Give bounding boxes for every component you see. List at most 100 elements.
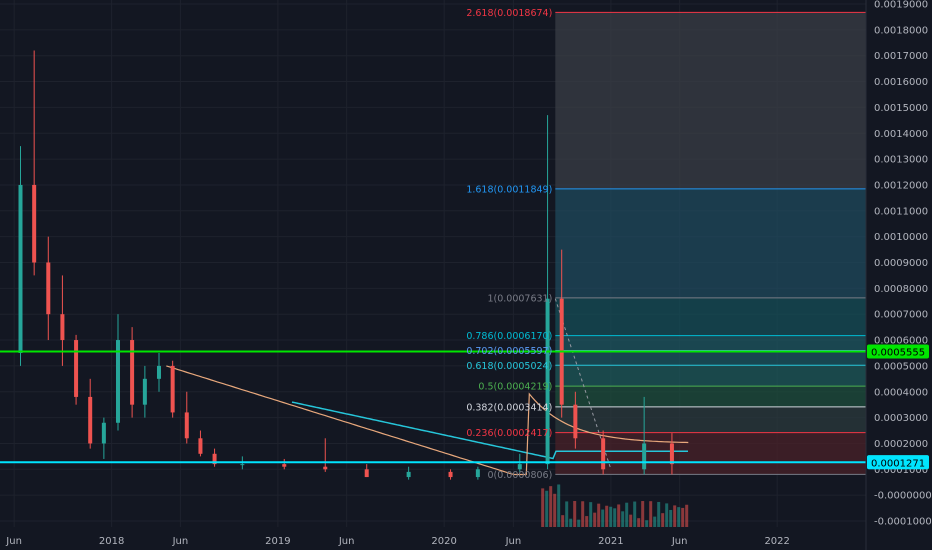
fib-zone bbox=[555, 365, 866, 387]
candle-body bbox=[46, 262, 51, 315]
candle-body bbox=[448, 471, 453, 478]
x-tick-label: 2020 bbox=[431, 536, 456, 547]
fib-label-0: 0(0.0000806) bbox=[487, 470, 552, 481]
fib-zone bbox=[555, 12, 866, 189]
x-tick-label: 2019 bbox=[265, 536, 290, 547]
x-tick-label: Jun bbox=[5, 536, 22, 547]
x-tick-label: 2021 bbox=[598, 536, 623, 547]
fib-zone bbox=[555, 406, 866, 433]
candle-body bbox=[115, 340, 120, 423]
candle-body bbox=[88, 396, 93, 444]
y-tick-label: 0.0018000 bbox=[874, 25, 928, 36]
candle-body bbox=[323, 466, 328, 470]
x-tick-label: Jun bbox=[671, 536, 688, 547]
fib-label-0-236: 0.236(0.0002417) bbox=[466, 428, 552, 439]
volume-bar bbox=[673, 505, 677, 527]
candle-body bbox=[184, 412, 189, 439]
price-badge-label: 0.0005555 bbox=[871, 348, 925, 359]
candle-body bbox=[545, 298, 550, 465]
price-badge-label: 0.0001271 bbox=[871, 458, 925, 469]
y-tick-label: 0.0006000 bbox=[874, 336, 928, 347]
volume-bar bbox=[649, 501, 653, 527]
y-tick-label: 0.0003000 bbox=[874, 413, 928, 424]
fib-zone bbox=[555, 297, 866, 336]
volume-bar bbox=[661, 513, 665, 527]
ma-slow-line bbox=[291, 401, 688, 460]
moving-averages bbox=[166, 365, 689, 476]
candle-body bbox=[601, 438, 606, 470]
candle-body bbox=[198, 438, 203, 454]
candle-body bbox=[142, 378, 147, 405]
volume-bar bbox=[657, 501, 661, 527]
candle-body bbox=[32, 184, 37, 263]
volume-bar bbox=[633, 501, 637, 527]
candle-body bbox=[212, 453, 217, 465]
price-axis[interactable]: 0.0019000 0.0018000 0.0017000 0.0016000 0.00… bbox=[865, 0, 932, 550]
candle-body bbox=[669, 443, 674, 465]
y-tick-label: 0.0002000 bbox=[874, 439, 928, 450]
volume-bar bbox=[641, 501, 645, 527]
y-tick-label: 0.0019000 bbox=[874, 0, 928, 11]
volume-bar bbox=[617, 504, 621, 527]
y-tick-label: 0.0011000 bbox=[874, 206, 928, 217]
y-tick-label: -0.0001000 bbox=[874, 517, 932, 528]
volume-bar bbox=[629, 514, 633, 527]
volume-bar bbox=[601, 509, 605, 527]
x-tick-label: 2022 bbox=[764, 536, 789, 547]
volume-bar bbox=[653, 516, 657, 527]
fib-label-1: 1(0.0007631) bbox=[487, 293, 552, 304]
candle-body bbox=[101, 422, 106, 444]
volume-bar bbox=[593, 512, 597, 527]
volume-bar bbox=[681, 507, 685, 527]
volume-bar bbox=[589, 502, 593, 527]
y-tick-label: 0.0017000 bbox=[874, 51, 928, 62]
volume-bar bbox=[565, 501, 569, 527]
volume-bar bbox=[549, 486, 553, 527]
candle-body bbox=[282, 464, 287, 467]
volume-bar bbox=[577, 519, 581, 527]
volume-bar bbox=[645, 520, 649, 527]
fib-zone bbox=[555, 188, 866, 298]
candle-body bbox=[60, 314, 65, 341]
fib-label-1-618: 1.618(0.0011849) bbox=[466, 184, 552, 195]
fibonacci-labels: 2.618(0.0018674) 1.618(0.0011849) 1(0.0007… bbox=[466, 8, 552, 481]
fib-label-0-702: 0.702(0.0005597) bbox=[466, 346, 552, 357]
y-tick-label: 0.0007000 bbox=[874, 310, 928, 321]
y-tick-label: 0.0013000 bbox=[874, 155, 928, 166]
fib-label-2-618: 2.618(0.0018674) bbox=[466, 8, 552, 19]
candle-body bbox=[240, 464, 245, 466]
volume-bar bbox=[665, 503, 669, 527]
volume-bar bbox=[545, 490, 549, 527]
y-tick-label: -0.0000000 bbox=[874, 491, 932, 502]
fib-label-0-382: 0.382(0.0003414) bbox=[466, 402, 552, 413]
x-tick-label: Jun bbox=[338, 536, 355, 547]
horizontal-lines[interactable] bbox=[0, 350, 866, 464]
candle-body bbox=[364, 469, 369, 478]
x-tick-label: 2018 bbox=[99, 536, 124, 547]
candle-body bbox=[74, 340, 79, 397]
y-tick-label: 0.0015000 bbox=[874, 103, 928, 114]
volume-bar bbox=[677, 507, 681, 527]
volume-bar bbox=[637, 518, 641, 527]
fib-label-0-5: 0.5(0.0004219) bbox=[478, 382, 552, 393]
y-tick-label: 0.0005000 bbox=[874, 361, 928, 372]
time-axis[interactable]: Jun 2018 Jun 2019 Jun 2020 Jun 2021 Jun 2022 bbox=[5, 536, 790, 547]
candle-body bbox=[642, 443, 647, 470]
fib-label-0-786: 0.786(0.0006170) bbox=[466, 331, 552, 342]
candle-body bbox=[18, 184, 23, 353]
y-tick-label: 0.0012000 bbox=[874, 180, 928, 191]
candle-body bbox=[475, 469, 480, 478]
candle-body bbox=[573, 404, 578, 439]
y-tick-label: 0.0008000 bbox=[874, 284, 928, 295]
volume-bar bbox=[561, 515, 565, 527]
y-tick-label: 0.0014000 bbox=[874, 129, 928, 140]
volume-bar bbox=[557, 484, 561, 527]
price-badge bbox=[867, 344, 929, 359]
fib-zone bbox=[555, 335, 866, 351]
fib-zone bbox=[555, 350, 866, 366]
volume-bar bbox=[597, 503, 601, 527]
fibonacci-retracement[interactable] bbox=[554, 11, 866, 475]
y-tick-label: 0.0001000 bbox=[874, 465, 928, 476]
